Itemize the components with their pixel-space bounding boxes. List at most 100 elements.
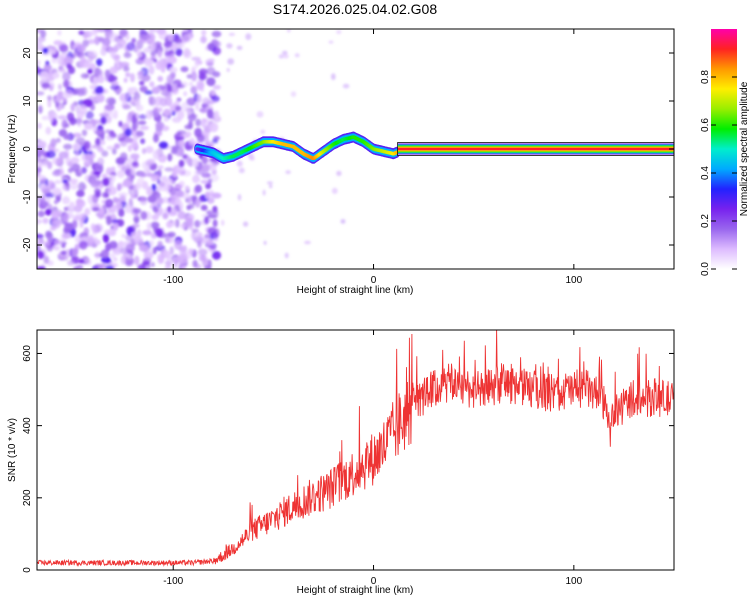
noise-blob — [37, 266, 46, 269]
noise-blob — [57, 83, 63, 90]
noise-blob — [206, 210, 214, 216]
noise-blob — [62, 196, 70, 205]
noise-blob — [212, 209, 219, 219]
noise-blob — [166, 220, 173, 229]
noise-blob — [256, 111, 264, 118]
noise-blob — [157, 240, 163, 248]
noise-blob — [140, 211, 148, 220]
y-tick-label: 20 — [22, 47, 33, 59]
noise-blob — [192, 259, 198, 268]
noise-blob — [155, 60, 162, 70]
noise-blob — [63, 143, 73, 150]
noise-blob — [118, 120, 123, 128]
colorbar-tick-label: 0.6 — [700, 118, 711, 132]
snr-y-label: SNR (10 * v/v) — [7, 418, 18, 482]
noise-blob — [178, 254, 188, 265]
noise-blob — [147, 195, 157, 203]
noise-blob — [132, 121, 137, 132]
noise-blob — [181, 101, 189, 112]
x-tick-label: 0 — [371, 576, 377, 587]
noise-blob — [228, 32, 236, 37]
noise-blob — [48, 112, 55, 123]
noise-blob — [175, 105, 182, 112]
noise-blob — [208, 58, 215, 63]
noise-blob — [95, 251, 100, 260]
noise-blob — [63, 56, 74, 66]
noise-blob — [57, 30, 62, 36]
noise-blob — [41, 115, 50, 121]
y-tick-label: 0 — [22, 567, 33, 573]
noise-blob — [163, 108, 171, 117]
noise-blob — [158, 141, 169, 149]
noise-blob — [174, 136, 185, 141]
noise-blob — [97, 36, 105, 43]
noise-blob — [94, 239, 101, 245]
noise-blob — [104, 69, 111, 78]
noise-blob — [87, 39, 96, 45]
noise-blob — [136, 104, 144, 112]
noise-blob — [69, 178, 78, 184]
snr-series-line — [37, 330, 674, 567]
noise-blob — [38, 140, 47, 148]
snr-y-ticks: 0 200 400 600 — [22, 345, 674, 573]
noise-blob — [112, 257, 118, 262]
noise-blob — [204, 265, 212, 269]
noise-blob — [186, 74, 193, 79]
noise-blob — [111, 219, 119, 224]
noise-blob — [138, 80, 145, 86]
noise-blob — [189, 81, 194, 87]
noise-blob — [104, 192, 109, 198]
noise-blob — [102, 177, 110, 187]
noise-blob — [113, 221, 119, 231]
noise-blob — [37, 148, 45, 156]
noise-blob — [79, 240, 88, 250]
y-tick-label: 10 — [22, 95, 33, 107]
noise-blob — [105, 265, 114, 269]
steady-tone-band — [397, 142, 674, 156]
noise-blob — [51, 187, 62, 196]
noise-blob — [79, 104, 88, 115]
noise-blob — [76, 190, 85, 198]
noise-blob — [285, 170, 291, 175]
noise-blob — [93, 171, 101, 176]
noise-blob — [76, 44, 86, 53]
noise-blob — [79, 218, 84, 229]
noise-blob — [196, 93, 202, 103]
noise-blob — [81, 153, 87, 161]
noise-blob — [168, 66, 178, 73]
noise-blob — [46, 150, 56, 159]
noise-blob — [304, 240, 311, 245]
noise-blob — [122, 104, 132, 110]
noise-blob — [74, 213, 81, 221]
noise-blob — [75, 105, 80, 114]
snr-x-ticks: -100 0 100 — [163, 330, 583, 587]
noise-blob — [126, 42, 136, 51]
noise-blob — [45, 208, 52, 216]
noise-blob — [163, 117, 170, 122]
noise-blob — [164, 82, 170, 90]
noise-blob — [62, 213, 70, 222]
noise-blob — [58, 67, 66, 73]
noise-blob — [98, 263, 108, 269]
noise-blob — [169, 187, 177, 196]
snr-frame — [36, 329, 675, 571]
noise-blob — [125, 243, 135, 253]
noise-blob — [139, 85, 148, 93]
noise-blob — [100, 116, 107, 125]
noise-blob — [213, 110, 220, 120]
noise-blob — [132, 189, 138, 196]
noise-blob — [200, 35, 207, 44]
noise-blob — [66, 63, 73, 69]
colorbar-ticks: 0.0 0.2 0.4 0.6 0.8 — [700, 70, 737, 276]
noise-blob — [205, 182, 212, 190]
noise-blob — [174, 197, 182, 205]
noise-blob — [130, 110, 135, 115]
noise-blob — [53, 40, 63, 46]
noise-blob — [166, 74, 174, 85]
noise-blob — [189, 203, 195, 209]
noise-blob — [85, 111, 94, 120]
noise-blob — [201, 172, 211, 178]
noise-blob — [67, 161, 74, 168]
noise-blob — [141, 148, 147, 155]
noise-blob — [227, 58, 235, 65]
